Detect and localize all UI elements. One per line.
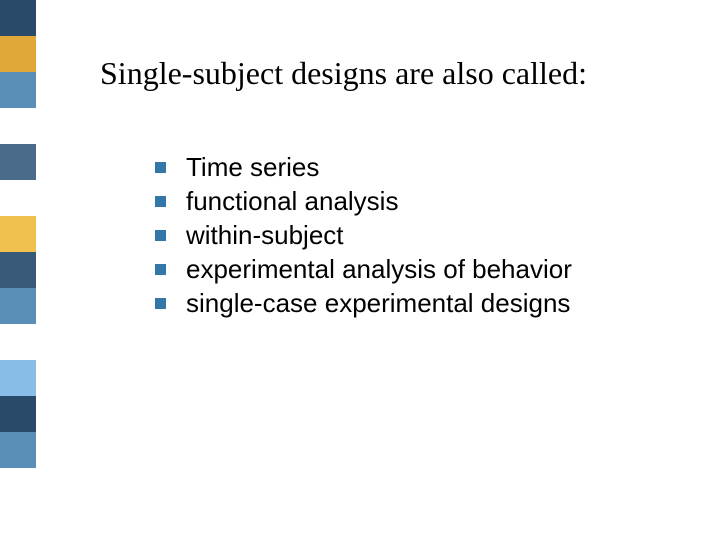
list-item-text: Time series (186, 152, 319, 183)
sidebar-block (0, 0, 36, 36)
list-item: Time series (155, 152, 680, 183)
sidebar-block (0, 144, 36, 180)
list-item: experimental analysis of behavior (155, 254, 680, 285)
list-item: within-subject (155, 220, 680, 251)
square-bullet-icon (155, 230, 166, 241)
sidebar-block (0, 432, 36, 468)
sidebar-block (0, 504, 36, 540)
sidebar-block (0, 180, 36, 216)
slide-content: Single-subject designs are also called: … (100, 55, 680, 322)
sidebar-block (0, 72, 36, 108)
sidebar-block (0, 468, 36, 504)
sidebar-block (0, 216, 36, 252)
square-bullet-icon (155, 162, 166, 173)
bullet-list: Time seriesfunctional analysiswithin-sub… (155, 152, 680, 319)
list-item: functional analysis (155, 186, 680, 217)
sidebar-block (0, 288, 36, 324)
sidebar-block (0, 252, 36, 288)
list-item-text: single-case experimental designs (186, 288, 570, 319)
list-item-text: within-subject (186, 220, 344, 251)
square-bullet-icon (155, 196, 166, 207)
sidebar-block (0, 396, 36, 432)
sidebar-block (0, 324, 36, 360)
list-item: single-case experimental designs (155, 288, 680, 319)
sidebar-block (0, 108, 36, 144)
square-bullet-icon (155, 298, 166, 309)
square-bullet-icon (155, 264, 166, 275)
list-item-text: experimental analysis of behavior (186, 254, 572, 285)
list-item-text: functional analysis (186, 186, 398, 217)
slide-title: Single-subject designs are also called: (100, 55, 680, 92)
sidebar-block (0, 36, 36, 72)
sidebar-block (0, 360, 36, 396)
sidebar-decoration (0, 0, 36, 540)
